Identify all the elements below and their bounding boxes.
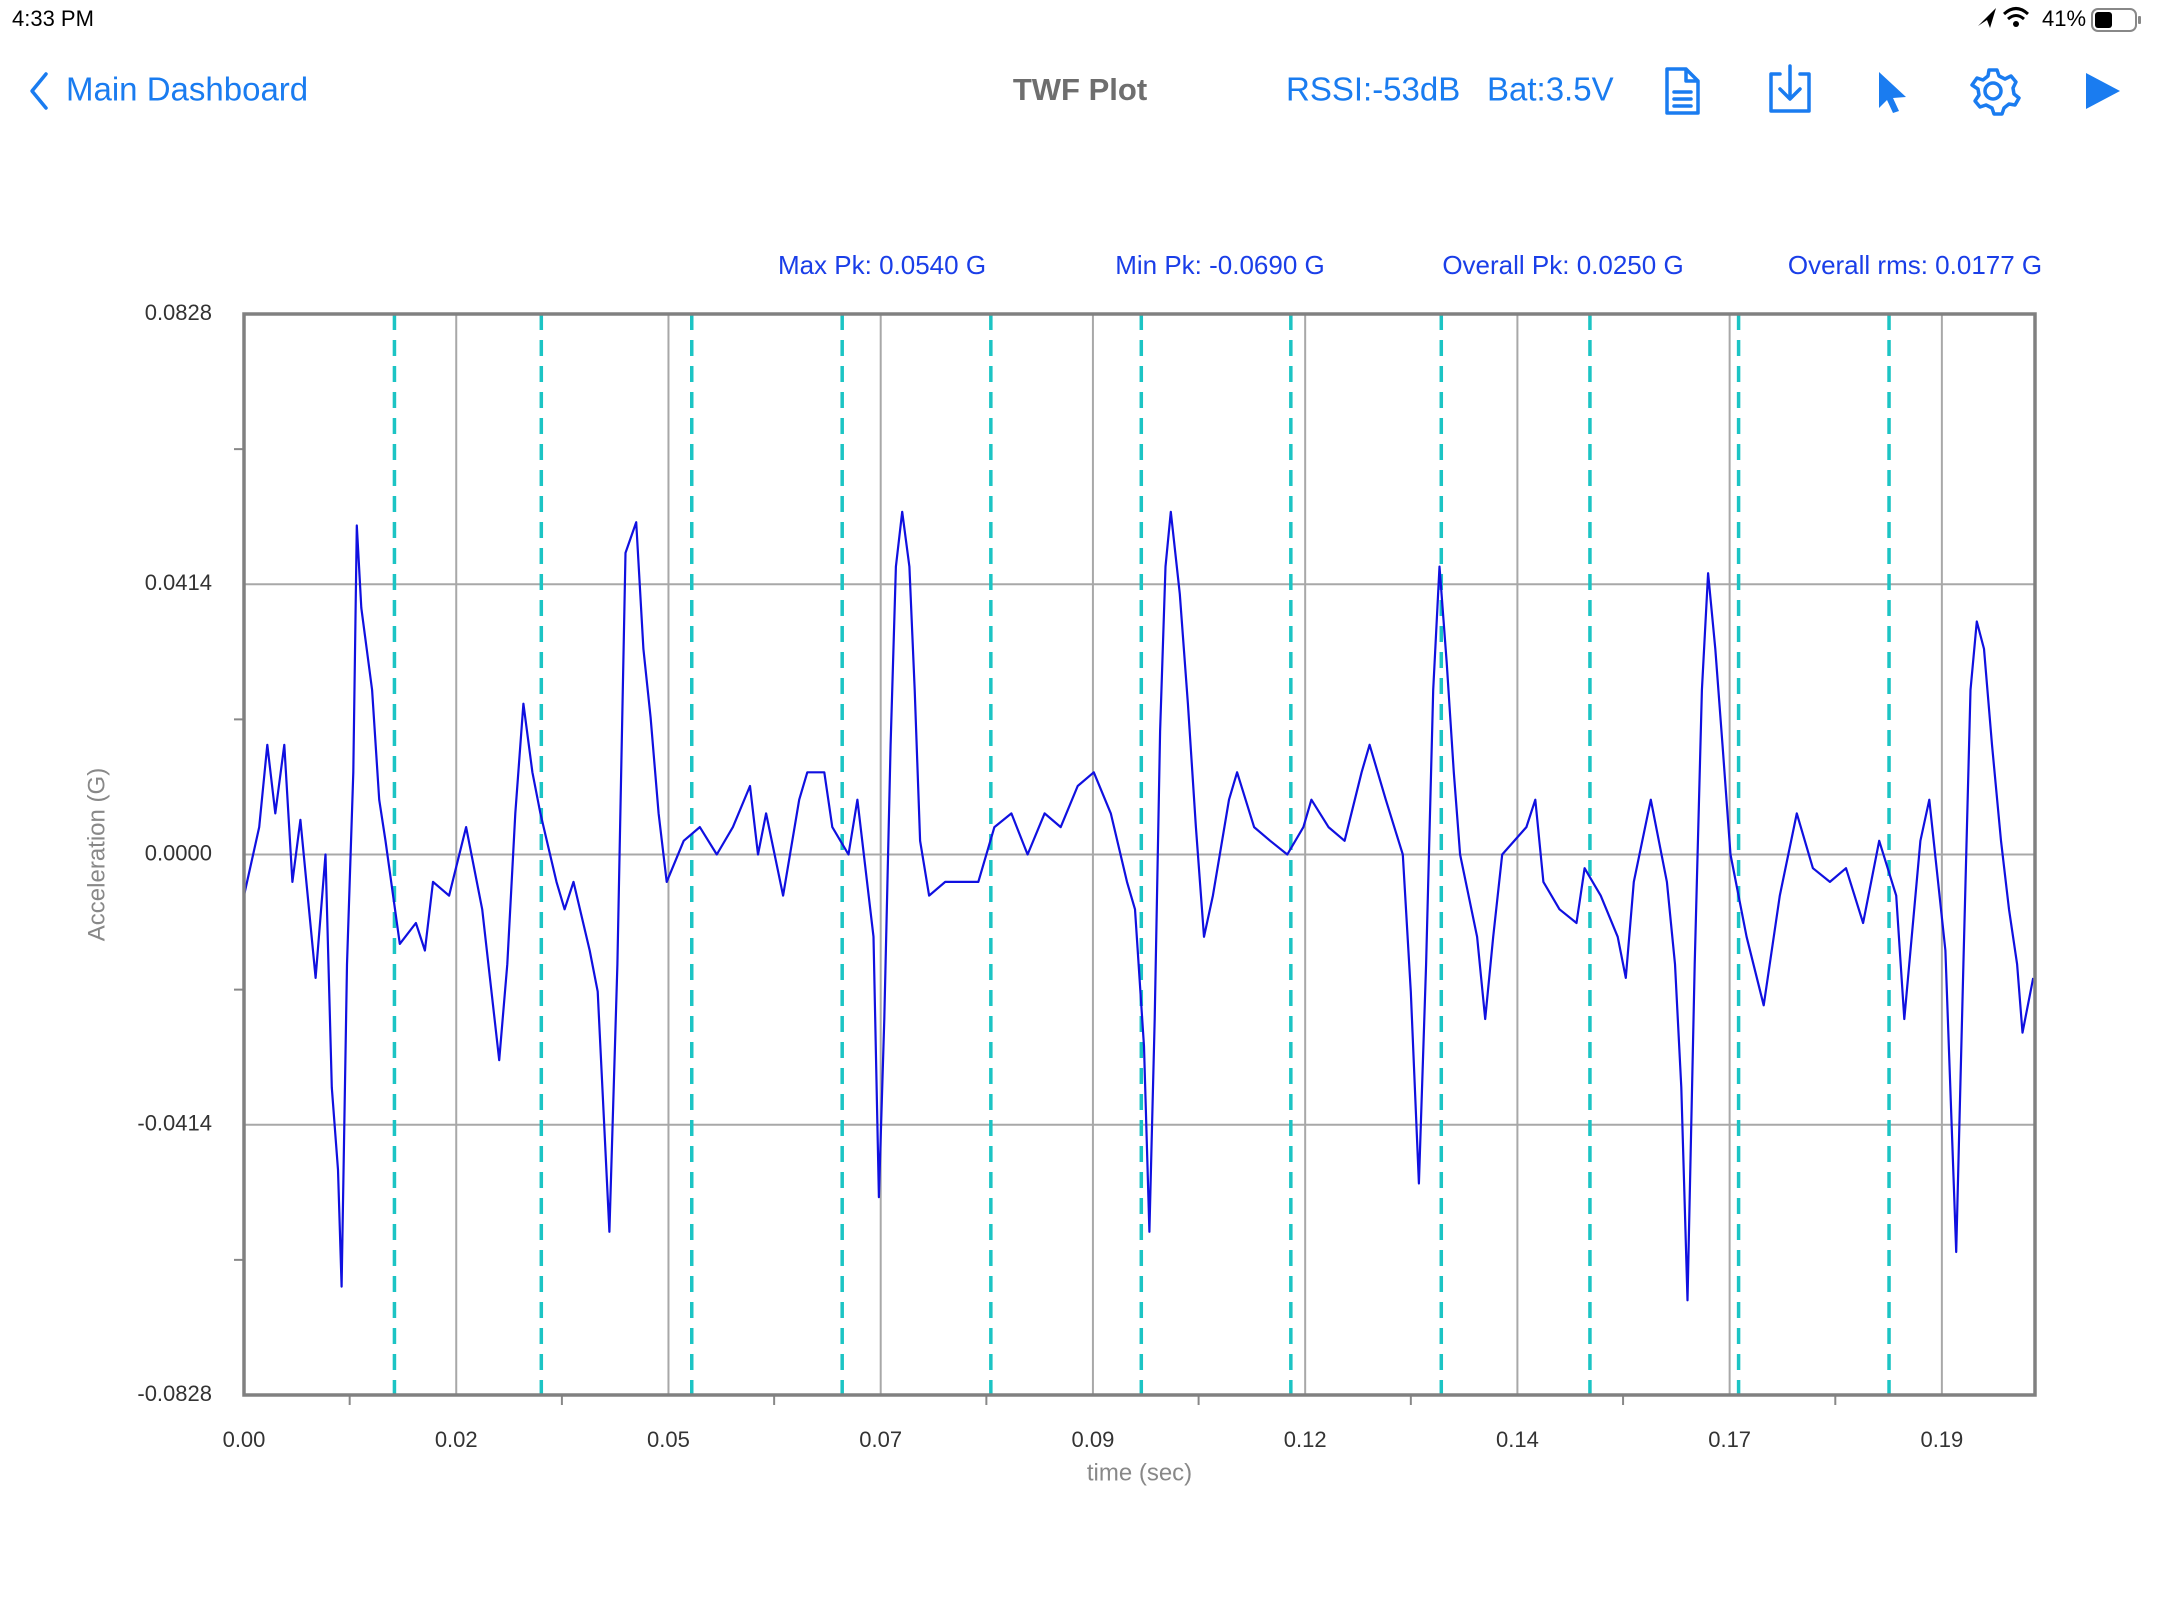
settings-button[interactable]	[1970, 68, 2021, 116]
nav-title: TWF Plot	[1013, 72, 1147, 107]
y-tick-label: 0.0414	[145, 570, 212, 595]
stat-label: Overall Pk: 0.0250 G	[1442, 250, 1683, 280]
stat-label: Min Pk: -0.0690 G	[1115, 250, 1325, 280]
battery-voltage: Bat:3.5V	[1487, 71, 1614, 108]
play-button[interactable]	[2086, 73, 2120, 109]
x-tick-label: 0.17	[1708, 1427, 1751, 1452]
x-tick-label: 0.05	[647, 1427, 690, 1452]
y-tick-label: 0.0828	[145, 300, 212, 325]
status-icons	[1978, 7, 2030, 28]
y-axis-title: Acceleration (G)	[83, 768, 110, 941]
y-tick-label: -0.0414	[137, 1111, 212, 1136]
x-axis-title: time (sec)	[1087, 1459, 1192, 1486]
back-button[interactable]: Main Dashboard	[30, 71, 308, 110]
x-tick-label: 0.09	[1072, 1427, 1115, 1452]
battery-icon	[2091, 8, 2141, 32]
x-tick-label: 0.07	[859, 1427, 902, 1452]
stat-label: Max Pk: 0.0540 G	[778, 250, 986, 280]
x-tick-label: 0.14	[1496, 1427, 1539, 1452]
x-tick-label: 0.00	[223, 1427, 266, 1452]
y-tick-label: -0.0828	[137, 1381, 212, 1406]
x-tick-label: 0.12	[1284, 1427, 1327, 1452]
download-button[interactable]	[1769, 64, 1811, 113]
x-tick-label: 0.02	[435, 1427, 478, 1452]
waveform	[242, 510, 2035, 1302]
x-tick-label: 0.19	[1920, 1427, 1963, 1452]
status-time: 4:33 PM	[12, 6, 94, 31]
report-button[interactable]	[1665, 67, 1700, 115]
cursor-button[interactable]	[1879, 72, 1906, 113]
rssi: RSSI:-53dB	[1286, 71, 1460, 108]
plot-frame	[242, 312, 2037, 1397]
back-label[interactable]: Main Dashboard	[66, 71, 308, 108]
chart: Max Pk: 0.0540 G Min Pk: -0.0690 G Overall…	[83, 250, 2042, 1486]
y-tick-label: 0.0000	[145, 840, 212, 865]
status-battery: 41%	[2042, 6, 2086, 31]
stat-label: Overall rms: 0.0177 G	[1788, 250, 2042, 280]
